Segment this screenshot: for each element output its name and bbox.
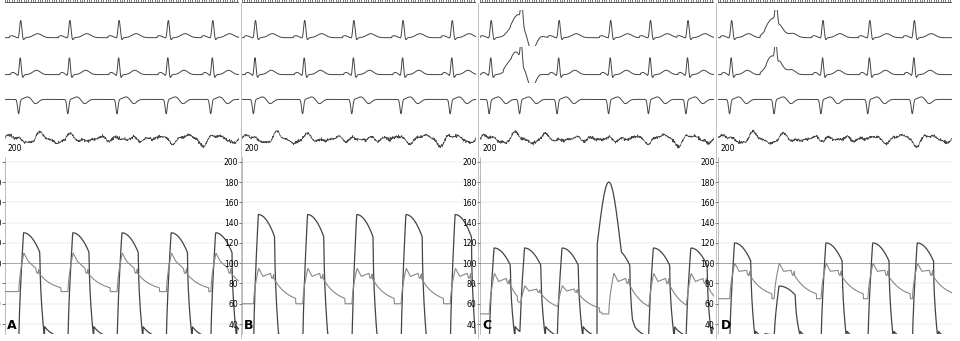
Text: 200: 200 <box>482 145 497 153</box>
Text: A: A <box>7 320 16 332</box>
Text: 200: 200 <box>720 145 735 153</box>
Text: 200: 200 <box>244 145 259 153</box>
Text: D: D <box>720 320 731 332</box>
Text: C: C <box>482 320 492 332</box>
Text: B: B <box>244 320 253 332</box>
Text: 200: 200 <box>7 145 22 153</box>
